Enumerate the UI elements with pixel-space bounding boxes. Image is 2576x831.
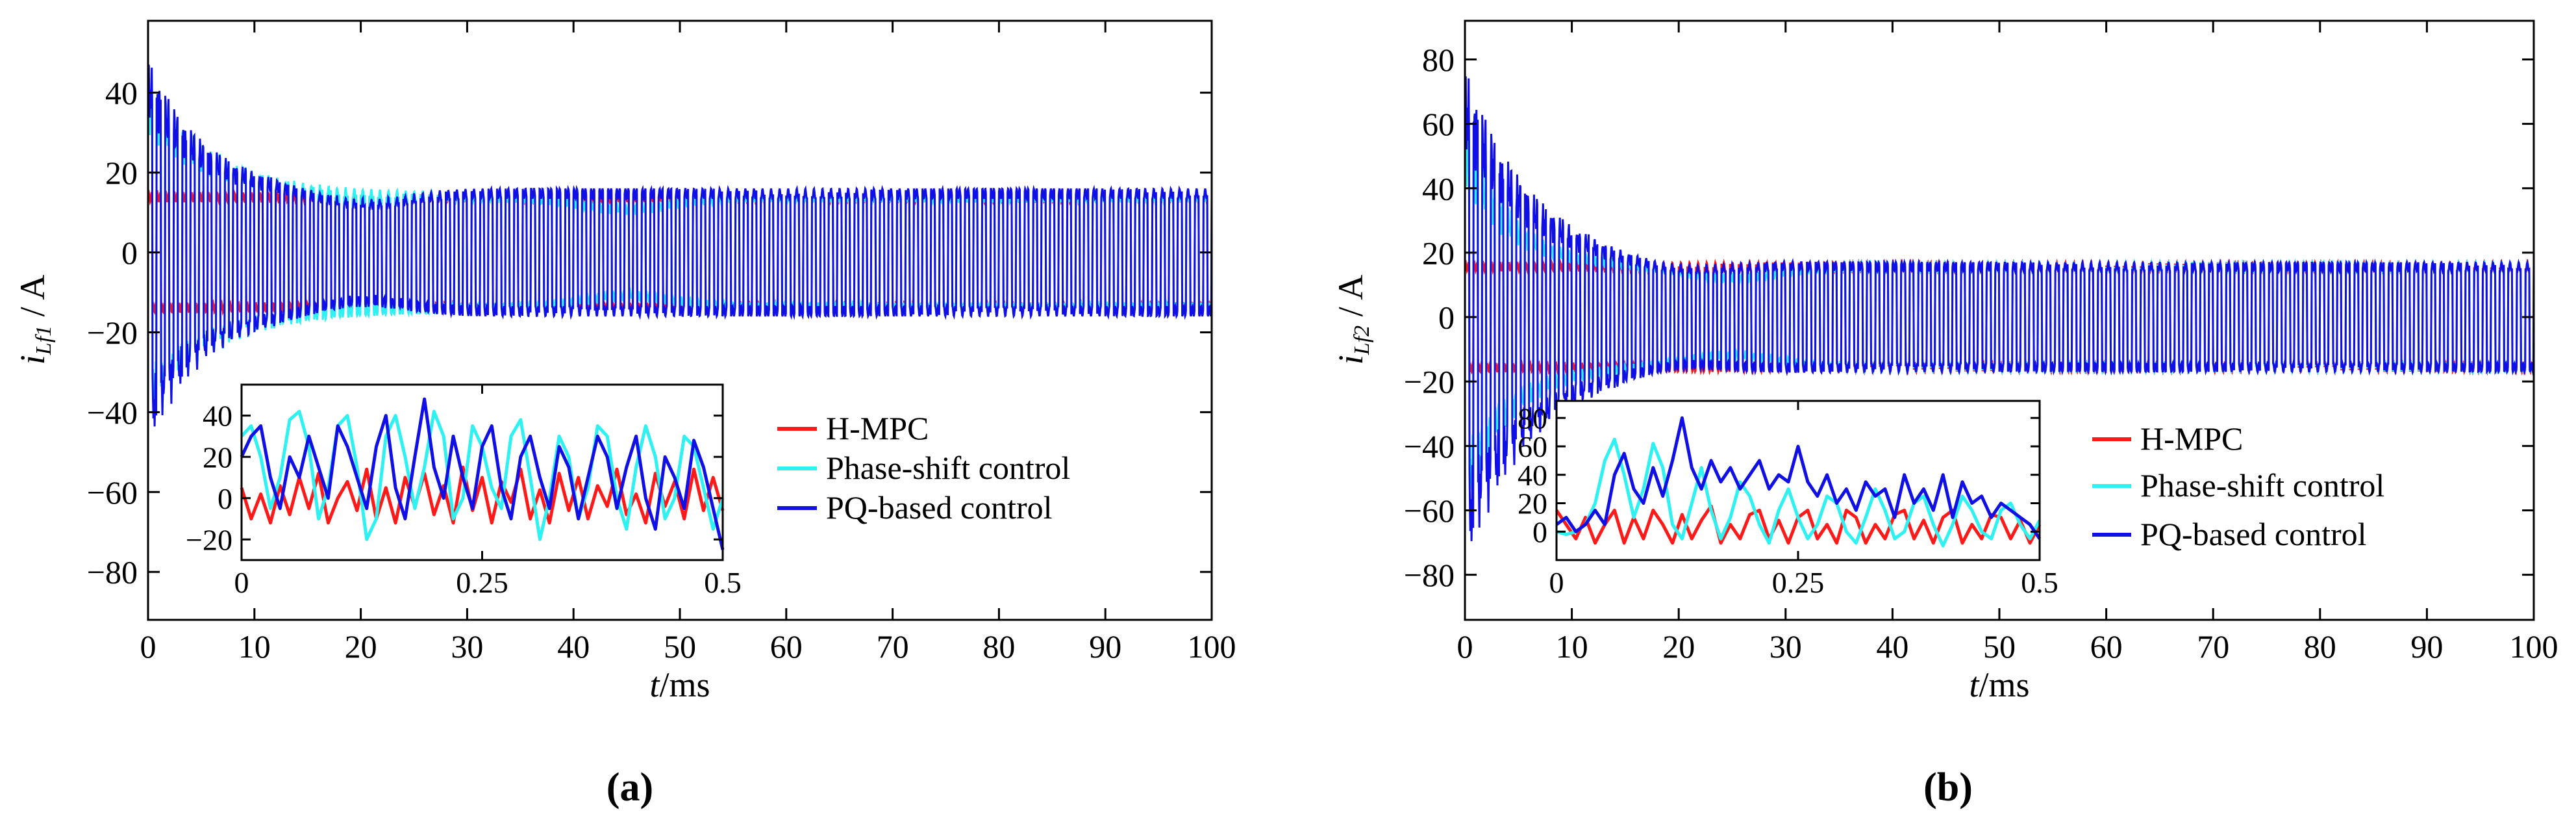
- panel-b-ylabel-unit: / A: [1331, 275, 1370, 326]
- pb-xtick-label-80: 80: [2304, 628, 2336, 665]
- pa-inset-ytick-label--20: −20: [186, 523, 232, 556]
- panel-a-caption: (a): [606, 765, 653, 810]
- pb-ytick-label-60: 60: [1422, 106, 1455, 142]
- panel-a-legend-label-hmpc: H-MPC: [826, 410, 929, 446]
- panel-a-ylabel: iLf1 / A: [13, 275, 56, 364]
- panel-a-xlabel: t/ms: [649, 665, 710, 704]
- panel-b-ylabel-sub: Lf2: [1350, 326, 1374, 355]
- pa-series-pq-based-control: [148, 64, 1212, 427]
- pa-xtick-label-80: 80: [982, 628, 1015, 665]
- pb-xtick-label-40: 40: [1876, 628, 1908, 665]
- panel-a-main-series: [148, 64, 1212, 427]
- pa-xtick-label-30: 30: [451, 628, 483, 665]
- pa-ytick-label--40: −40: [87, 394, 138, 431]
- panel-a-inset-series: [240, 397, 725, 550]
- pa-xtick-label-20: 20: [345, 628, 377, 665]
- pb-ytick-label--80: −80: [1404, 557, 1455, 593]
- pb-inset-series-pq-based-control: [1555, 416, 2042, 540]
- pb-xtick-label-10: 10: [1556, 628, 1588, 665]
- pb-ytick-label-80: 80: [1422, 42, 1455, 78]
- pa-ytick-label-40: 40: [105, 75, 138, 111]
- pb-xtick-label-0: 0: [1457, 628, 1473, 665]
- panel-b: 0 10 20 30 40 50 60 70 80 90 100−80−60−40−20020406…: [1331, 19, 2558, 810]
- pa-inset-xtick-label-0.5: 0.5: [704, 566, 742, 599]
- pa-xtick-label-50: 50: [664, 628, 696, 665]
- pa-inset-series-h-mpc: [240, 465, 725, 525]
- pb-xtick-label-20: 20: [1662, 628, 1695, 665]
- pa-inset-ytick-label-0: 0: [218, 482, 232, 515]
- panel-a-ylabel-unit: / A: [13, 275, 52, 326]
- panel-b-legend-label-hmpc: H-MPC: [2140, 420, 2243, 457]
- pb-xtick-label-60: 60: [2090, 628, 2123, 665]
- pa-ytick-label-20: 20: [105, 155, 138, 191]
- panel-b-legend-label-phase-shift: Phase-shift control: [2140, 467, 2384, 504]
- panel-b-caption: (b): [1923, 765, 1973, 810]
- pb-xtick-label-50: 50: [1983, 628, 2016, 665]
- panel-a-xlabel-var: t: [649, 665, 660, 704]
- panel-b-main-series: [1465, 76, 2534, 541]
- panel-b-legend-label-pq: PQ-based control: [2140, 516, 2367, 552]
- pa-xtick-label-70: 70: [877, 628, 909, 665]
- panel-a-legend-label-pq: PQ-based control: [826, 489, 1053, 526]
- panel-a-legend-label-phase-shift: Phase-shift control: [826, 450, 1070, 486]
- pb-inset-ytick-label-20: 20: [1518, 487, 1547, 520]
- pa-xtick-label-0: 0: [140, 628, 156, 665]
- pb-ytick-label-20: 20: [1422, 235, 1455, 271]
- panel-b-legend: H-MPC Phase-shift control PQ-based contr…: [2092, 420, 2384, 552]
- panel-b-inset-series: [1555, 416, 2042, 548]
- pa-xtick-label-10: 10: [238, 628, 271, 665]
- pb-xtick-label-30: 30: [1769, 628, 1802, 665]
- panel-b-xlabel-var: t: [1969, 665, 1980, 704]
- pb-series-pq-based-control: [1465, 76, 2534, 541]
- panel-b-ylabel-var: i: [1331, 355, 1370, 364]
- pa-inset-xtick-label-0.25: 0.25: [456, 566, 508, 599]
- pb-inset-series-phase-shift-control: [1556, 437, 2042, 548]
- pa-inset-ytick-label-20: 20: [203, 441, 232, 474]
- pa-xtick-label-60: 60: [770, 628, 803, 665]
- pa-inset-xtick-label-0: 0: [234, 566, 249, 599]
- panel-b-ylabel: iLf2 / A: [1331, 275, 1374, 364]
- panel-a-ylabel-sub: Lf1: [32, 326, 56, 355]
- pb-inset-ytick-label-60: 60: [1518, 430, 1547, 463]
- pb-inset-ytick-label-80: 80: [1518, 402, 1547, 435]
- pb-ytick-label--20: −20: [1404, 364, 1455, 400]
- panel-b-xlabel: t/ms: [1969, 665, 2029, 704]
- pb-ytick-label--60: −60: [1404, 492, 1455, 529]
- pb-ytick-label--40: −40: [1404, 428, 1455, 465]
- pa-inset-series-pq-based-control: [240, 397, 725, 550]
- panel-a-xlabel-unit: /ms: [659, 665, 710, 704]
- panel-a-ylabel-var: i: [13, 355, 52, 364]
- panel-b-ticks: 0 10 20 30 40 50 60 70 80 90 100−80−60−40−20020406…: [1404, 21, 2558, 665]
- panel-b-xlabel-unit: /ms: [1979, 665, 2029, 704]
- pb-xtick-label-70: 70: [2197, 628, 2229, 665]
- pb-xtick-label-100: 100: [2510, 628, 2558, 665]
- pb-xtick-label-90: 90: [2410, 628, 2443, 665]
- pa-ytick-label--80: −80: [87, 554, 138, 591]
- pa-xtick-label-40: 40: [557, 628, 590, 665]
- pb-ytick-label-40: 40: [1422, 170, 1455, 207]
- pa-ytick-label-0: 0: [121, 235, 138, 271]
- panel-a: 0 10 20 30 40 50 60 70 80 90 100−80−60−40−2002040 …: [13, 19, 1236, 810]
- pa-xtick-label-90: 90: [1089, 628, 1121, 665]
- pb-inset-xtick-label-0.25: 0.25: [1772, 566, 1825, 599]
- pb-ytick-label-0: 0: [1438, 300, 1455, 336]
- pa-ytick-label--20: −20: [87, 314, 138, 351]
- pb-inset-xtick-label-0.5: 0.5: [2021, 566, 2058, 599]
- pb-inset-ytick-label-40: 40: [1518, 459, 1547, 492]
- panel-a-legend: H-MPC Phase-shift control PQ-based contr…: [777, 410, 1070, 526]
- pb-inset-xtick-label-0: 0: [1549, 566, 1564, 599]
- pa-xtick-label-100: 100: [1188, 628, 1236, 665]
- pb-inset-ytick-label-0: 0: [1532, 515, 1547, 548]
- pa-inset-ytick-label-40: 40: [203, 400, 232, 433]
- pa-ytick-label--60: −60: [87, 474, 138, 511]
